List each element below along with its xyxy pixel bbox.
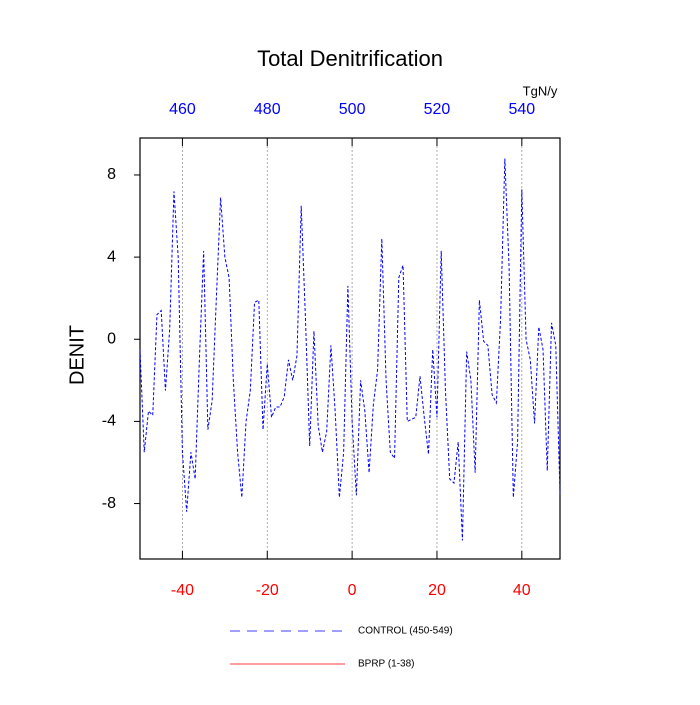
y-tick-label: -8	[102, 495, 116, 512]
legend-label: CONTROL (450-549)	[358, 626, 453, 637]
x2-axis-label: TgN/y	[523, 83, 558, 98]
data-line	[139, 158, 561, 541]
x2-tick-label: 500	[339, 101, 366, 118]
y-tick-label: 8	[107, 166, 116, 183]
y-tick-label: 4	[107, 248, 116, 265]
x-tick-label: -40	[171, 582, 194, 599]
x-tick-label: 40	[513, 582, 531, 599]
x-tick-label: -20	[256, 582, 279, 599]
y-axis-label: DENIT	[66, 325, 88, 385]
x2-tick-label: 540	[508, 101, 535, 118]
x2-tick-label: 480	[254, 101, 281, 118]
x-tick-label: 20	[428, 582, 446, 599]
x2-tick-label: 460	[169, 101, 196, 118]
x2-tick-label: 520	[424, 101, 451, 118]
x-tick-label: 0	[348, 582, 357, 599]
legend-label: BPRP (1-38)	[358, 659, 415, 670]
y-tick-label: 0	[107, 330, 116, 347]
plot-frame	[139, 137, 561, 560]
y-tick-label: -4	[102, 413, 116, 430]
chart-title: Total Denitrification	[257, 46, 443, 71]
